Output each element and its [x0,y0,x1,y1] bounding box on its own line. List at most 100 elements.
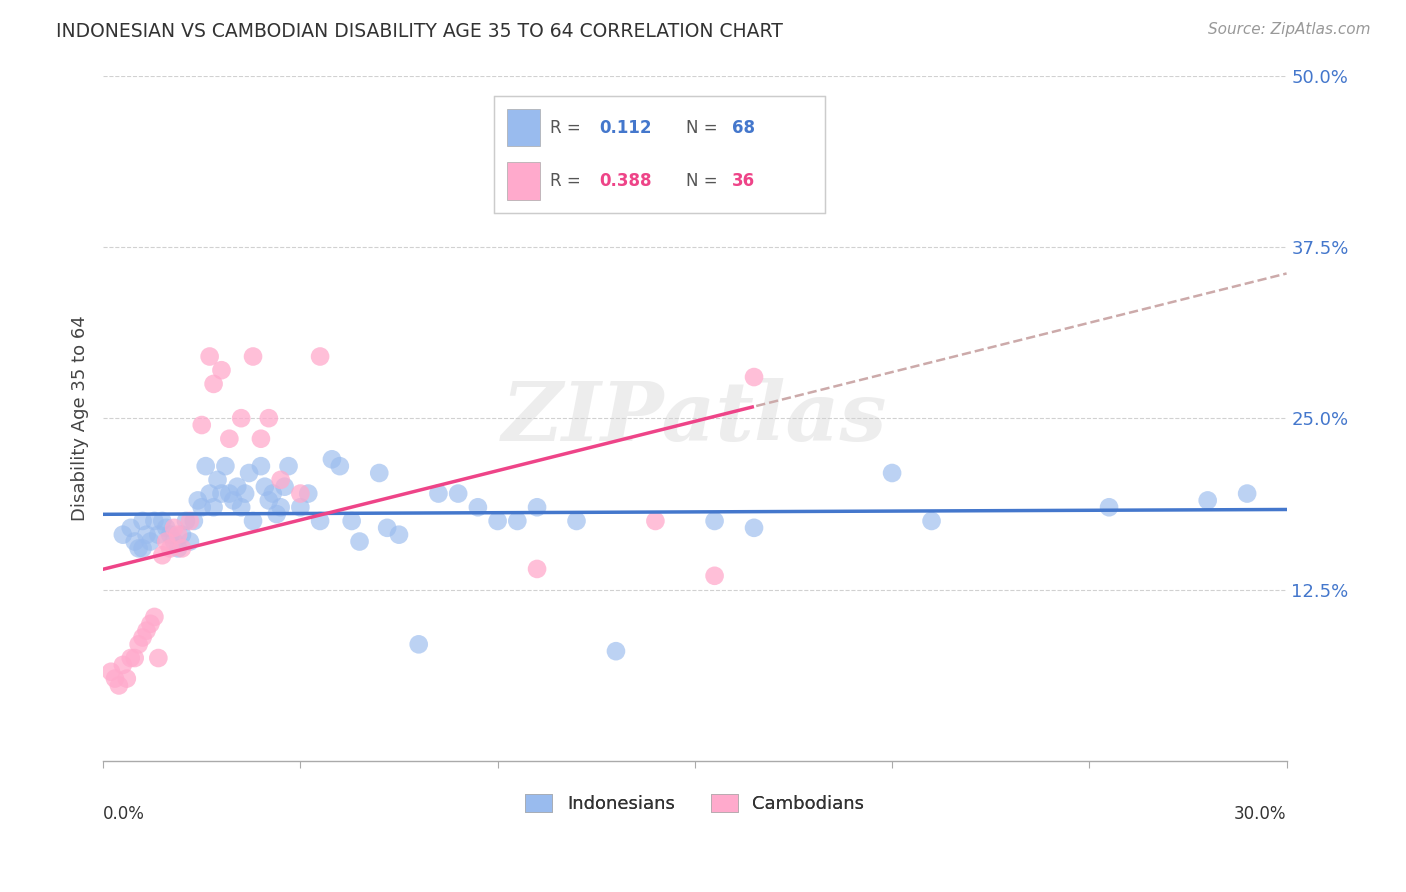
Point [170,541,193,556]
Point [120,521,142,535]
Point [111,657,134,672]
Point [277,459,299,474]
Point [108,678,131,692]
Point [135,527,157,541]
Point [273,480,295,494]
Point [211,363,233,377]
Point [131,631,153,645]
Point [143,514,166,528]
Text: 30.0%: 30.0% [1234,805,1286,823]
Text: Source: ZipAtlas.com: Source: ZipAtlas.com [1208,22,1371,37]
Point [321,452,343,467]
Point [148,527,170,541]
Point [187,493,209,508]
Point [190,500,212,515]
Point [250,459,273,474]
Point [231,500,253,515]
Point [128,541,150,556]
Point [183,514,205,528]
Point [257,411,280,425]
Point [427,486,450,500]
Point [1197,493,1219,508]
Point [329,459,352,474]
Point [207,473,229,487]
Point [526,500,548,515]
Point [742,521,765,535]
Point [250,432,273,446]
Point [194,459,217,474]
Point [226,480,249,494]
Point [340,514,363,528]
Point [131,514,153,528]
Point [179,534,201,549]
Point [218,432,240,446]
Point [742,370,765,384]
Point [159,541,181,556]
Point [104,672,127,686]
Point [290,500,312,515]
Point [202,500,225,515]
Point [190,417,212,432]
Point [211,486,233,500]
Point [375,521,398,535]
Point [159,527,181,541]
Point [703,514,725,528]
Point [242,514,264,528]
Point [163,534,186,549]
Point [233,486,256,500]
Point [150,548,173,562]
Point [155,534,177,549]
Point [100,665,122,679]
Point [111,527,134,541]
Point [155,521,177,535]
Point [135,624,157,638]
Point [266,507,288,521]
Point [202,376,225,391]
Point [214,459,236,474]
Point [880,466,903,480]
Point [131,541,153,556]
Point [179,514,201,528]
Point [921,514,943,528]
Point [644,514,666,528]
Point [139,616,162,631]
Point [1236,486,1258,500]
Point [408,637,430,651]
Point [115,672,138,686]
Point [257,493,280,508]
Point [309,350,332,364]
Point [262,486,284,500]
Text: 0.0%: 0.0% [103,805,145,823]
Point [163,521,186,535]
Point [605,644,627,658]
Point [139,534,162,549]
Text: ZIPatlas: ZIPatlas [502,378,887,458]
Point [170,527,193,541]
Legend: Indonesians, Cambodians: Indonesians, Cambodians [519,787,872,821]
Point [526,562,548,576]
Point [167,541,190,556]
Point [128,637,150,651]
Point [120,651,142,665]
Text: INDONESIAN VS CAMBODIAN DISABILITY AGE 35 TO 64 CORRELATION CHART: INDONESIAN VS CAMBODIAN DISABILITY AGE 3… [56,22,783,41]
Point [565,514,588,528]
Point [506,514,529,528]
Point [238,466,260,480]
Point [198,486,221,500]
Point [309,514,332,528]
Point [231,411,253,425]
Point [253,480,276,494]
Point [1098,500,1121,515]
Point [290,486,312,500]
Point [124,534,146,549]
Point [467,500,489,515]
Y-axis label: Disability Age 35 to 64: Disability Age 35 to 64 [72,315,89,521]
Point [148,651,170,665]
Point [297,486,319,500]
Point [447,486,470,500]
Point [270,473,292,487]
Point [174,514,197,528]
Point [218,486,240,500]
Point [486,514,509,528]
Point [349,534,371,549]
